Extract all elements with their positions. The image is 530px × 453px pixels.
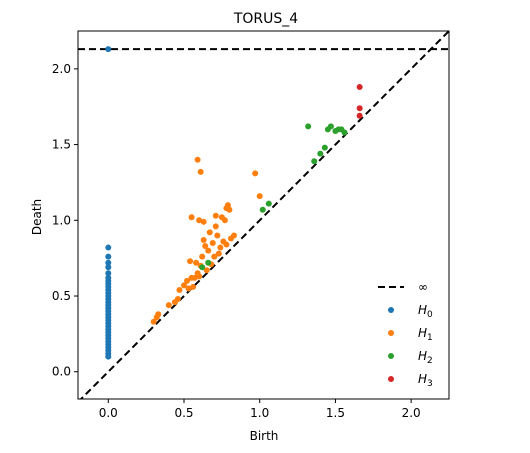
h2-point: [205, 259, 212, 266]
h0-point: [105, 253, 112, 260]
h1-point: [199, 253, 206, 260]
h1-point: [217, 244, 224, 251]
h2-point: [311, 158, 318, 165]
h1-point: [256, 193, 263, 200]
legend-h1-label: H1: [418, 326, 433, 343]
y-tick-label: 1.0: [52, 213, 71, 227]
h0-point: [105, 46, 112, 53]
h0-point: [105, 270, 112, 277]
h1-point: [176, 286, 183, 293]
h1-point: [212, 212, 219, 219]
legend-h3-marker: [388, 376, 394, 382]
h1-point: [194, 156, 201, 163]
x-tick-label: 0.0: [99, 406, 118, 420]
h1-point: [193, 259, 200, 266]
diagonal-line: [79, 31, 449, 399]
h2-point: [341, 129, 348, 136]
h1-point: [184, 277, 191, 284]
legend-h2-marker: [388, 353, 394, 359]
x-axis: 0.0 0.5 1.0 1.5 2.0: [99, 399, 421, 420]
h1-point: [205, 247, 212, 254]
h1-point: [212, 223, 219, 230]
h2-point: [317, 150, 324, 157]
h1-point: [215, 250, 222, 257]
h3-point: [356, 105, 363, 112]
legend-infinity-label: ∞: [418, 280, 428, 294]
h3-point: [356, 112, 363, 119]
y-axis-label: Death: [30, 199, 44, 235]
plot-area: [78, 31, 449, 399]
legend-h0-marker: [388, 307, 394, 313]
h1-point: [150, 318, 157, 325]
h1-point: [165, 302, 172, 309]
legend-h0-label: H0: [418, 303, 433, 320]
y-tick-label: 0.0: [52, 365, 71, 379]
h1-point: [197, 168, 204, 175]
h1-point: [187, 258, 194, 265]
h1-point: [191, 274, 198, 281]
h1-point: [209, 240, 216, 247]
h1-point: [202, 243, 209, 250]
h1-point: [221, 217, 228, 224]
chart-title: TORUS_4: [233, 11, 298, 27]
y-tick-label: 1.5: [52, 138, 71, 152]
plot-frame: [77, 30, 450, 400]
h0-point: [105, 244, 112, 251]
legend-h2-label: H2: [418, 349, 433, 366]
x-tick-label: 0.5: [174, 406, 193, 420]
h1-point: [200, 236, 207, 243]
h3-point: [356, 84, 363, 91]
h2-point: [327, 123, 334, 130]
h2-point: [321, 144, 328, 151]
legend: ∞ H0 H1 H2 H3: [378, 280, 433, 389]
h1-point: [188, 214, 195, 221]
h1-point: [206, 229, 213, 236]
h2-point: [305, 123, 312, 130]
h1-point: [223, 241, 230, 248]
x-tick-label: 2.0: [402, 406, 421, 420]
legend-h1-marker: [388, 330, 394, 336]
h1-point: [190, 283, 197, 290]
plot-content: [78, 31, 449, 399]
h0-point: [105, 353, 112, 360]
y-tick-label: 2.0: [52, 62, 71, 76]
h1-point: [223, 205, 230, 212]
h2-point: [199, 264, 206, 271]
x-tick-label: 1.0: [250, 406, 269, 420]
h1-point: [230, 232, 237, 239]
h1-point: [211, 253, 218, 260]
h1-point: [196, 273, 203, 280]
h2-point: [259, 206, 266, 213]
legend-h3-label: H3: [418, 372, 433, 389]
h1-point: [155, 311, 162, 318]
h1-point: [196, 217, 203, 224]
h1-point: [214, 232, 221, 239]
h1-point: [185, 285, 192, 292]
h1-point: [203, 267, 210, 274]
h1-point: [174, 296, 181, 303]
x-axis-label: Birth: [250, 429, 279, 443]
h1-point: [181, 282, 187, 289]
y-tick-label: 0.5: [52, 289, 71, 303]
h2-point: [265, 200, 272, 207]
h0-point: [105, 259, 112, 266]
h1-point: [252, 170, 259, 177]
h0-point: [105, 264, 112, 271]
y-axis: 0.0 0.5 1.0 1.5 2.0: [52, 62, 78, 379]
h1-point: [200, 218, 207, 225]
x-tick-label: 1.5: [326, 406, 345, 420]
